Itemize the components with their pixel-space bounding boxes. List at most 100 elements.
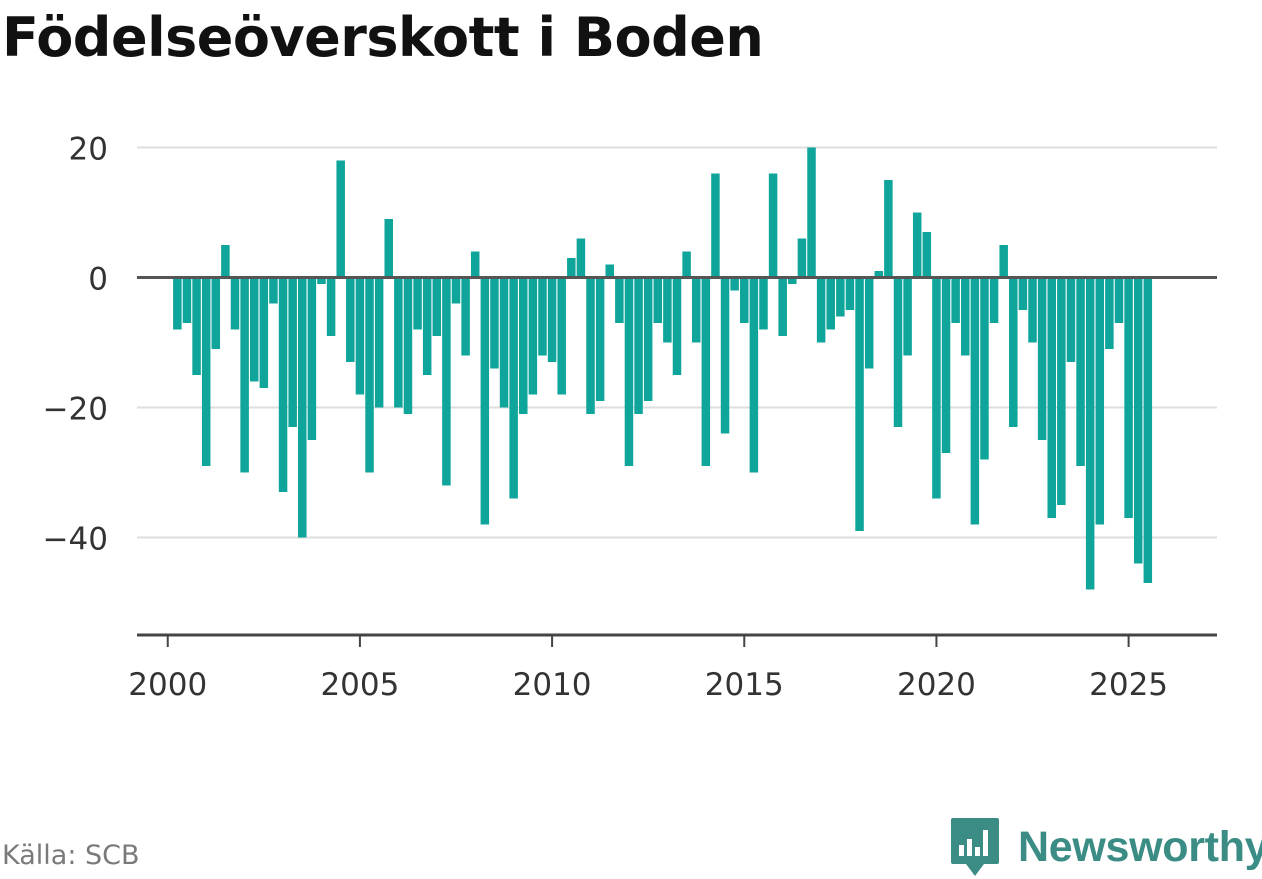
newsworthy-logo-icon bbox=[951, 818, 999, 876]
bar bbox=[461, 277, 470, 356]
x-axis: 2000 2005 2010 2015 2020 2025 bbox=[128, 633, 1217, 703]
bar bbox=[470, 251, 480, 278]
bar bbox=[980, 277, 989, 460]
bar bbox=[1114, 277, 1124, 323]
bar bbox=[355, 277, 365, 395]
bar bbox=[1143, 277, 1153, 583]
bar bbox=[836, 277, 845, 317]
bar bbox=[1018, 277, 1028, 310]
bar bbox=[240, 277, 249, 473]
bar bbox=[730, 277, 739, 291]
bar bbox=[432, 277, 442, 336]
bar bbox=[788, 277, 797, 284]
bar bbox=[691, 277, 701, 343]
bar bbox=[682, 251, 691, 278]
bar bbox=[884, 180, 893, 278]
y-tick-label: −20 bbox=[43, 392, 108, 428]
bar bbox=[845, 277, 855, 310]
x-tick-label: 2025 bbox=[1089, 667, 1168, 703]
bar bbox=[643, 277, 653, 401]
bar bbox=[961, 277, 970, 356]
bar bbox=[595, 277, 605, 401]
bar bbox=[288, 277, 297, 427]
bar bbox=[749, 277, 759, 473]
bar bbox=[201, 277, 211, 466]
bar bbox=[1133, 277, 1143, 564]
bar bbox=[249, 277, 259, 382]
bar bbox=[173, 277, 182, 330]
bar bbox=[701, 277, 711, 466]
bar bbox=[615, 277, 624, 323]
bar bbox=[519, 277, 528, 414]
bar bbox=[269, 277, 278, 304]
bar bbox=[624, 277, 634, 466]
bar bbox=[1105, 277, 1114, 349]
brand-logo: Newsworthy bbox=[950, 816, 1262, 878]
bar bbox=[365, 277, 374, 473]
bar bbox=[951, 277, 960, 323]
bar bbox=[586, 277, 595, 414]
bar bbox=[442, 277, 451, 486]
bar bbox=[451, 277, 461, 304]
bar bbox=[816, 277, 826, 343]
bar bbox=[922, 232, 932, 278]
bar bbox=[182, 277, 192, 323]
bar bbox=[941, 277, 951, 453]
bar bbox=[557, 277, 566, 395]
bar bbox=[547, 277, 557, 362]
y-tick-label: 0 bbox=[88, 262, 108, 298]
bar bbox=[1124, 277, 1133, 518]
x-tick-label: 2015 bbox=[705, 667, 784, 703]
bar bbox=[999, 245, 1008, 278]
bar bbox=[576, 238, 586, 278]
bar bbox=[1047, 277, 1056, 518]
bar bbox=[278, 277, 288, 492]
bar bbox=[499, 277, 509, 408]
x-tick-label: 2010 bbox=[513, 667, 592, 703]
bar bbox=[711, 173, 720, 278]
brand-name: Newsworthy bbox=[1018, 822, 1262, 871]
bar bbox=[1037, 277, 1047, 440]
bar bbox=[797, 238, 807, 278]
bar bbox=[230, 277, 240, 330]
bar bbox=[509, 277, 518, 499]
bar bbox=[1028, 277, 1037, 343]
bar bbox=[740, 277, 749, 323]
bar bbox=[259, 277, 269, 388]
bar bbox=[490, 277, 499, 369]
bar bbox=[989, 277, 999, 323]
bar bbox=[528, 277, 538, 395]
bar bbox=[211, 277, 221, 349]
bar bbox=[538, 277, 547, 356]
bar bbox=[932, 277, 941, 499]
bar bbox=[826, 277, 835, 330]
bar bbox=[413, 277, 422, 330]
x-tick-label: 2005 bbox=[320, 667, 399, 703]
x-tick-label: 2000 bbox=[128, 667, 207, 703]
bar bbox=[663, 277, 672, 343]
source-note: Källa: SCB bbox=[2, 840, 140, 871]
bar bbox=[605, 264, 614, 278]
bar bbox=[317, 277, 326, 284]
bar bbox=[893, 277, 903, 427]
bar bbox=[221, 245, 230, 278]
bar bbox=[768, 173, 778, 278]
bar bbox=[298, 277, 307, 538]
bar bbox=[720, 277, 730, 434]
bar bbox=[1076, 277, 1085, 466]
bar bbox=[480, 277, 490, 525]
bar bbox=[394, 277, 403, 408]
bar bbox=[970, 277, 980, 525]
bar bbox=[326, 277, 336, 336]
y-axis: 20 0 −20 −40 bbox=[43, 132, 108, 558]
bar bbox=[1009, 277, 1018, 427]
bar bbox=[672, 277, 682, 375]
bar-series bbox=[137, 147, 1217, 590]
bar bbox=[403, 277, 413, 414]
bar bbox=[422, 277, 432, 375]
bar bbox=[1095, 277, 1105, 525]
x-tick-label: 2020 bbox=[897, 667, 976, 703]
bar bbox=[778, 277, 787, 336]
bar bbox=[192, 277, 201, 375]
chart-title: Födelseöverskott i Boden bbox=[2, 6, 764, 69]
